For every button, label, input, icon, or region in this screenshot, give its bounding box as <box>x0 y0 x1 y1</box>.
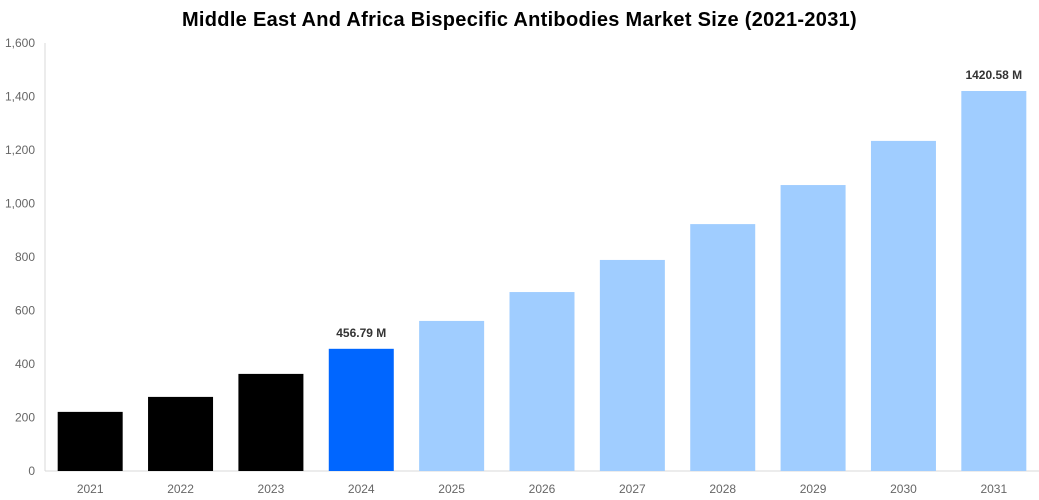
bar-2030 <box>870 140 936 471</box>
bar-2027 <box>599 259 665 471</box>
bar-2021 <box>57 411 123 471</box>
bar-2022 <box>148 396 214 471</box>
bar-2031 <box>961 90 1027 472</box>
x-tick-label: 2031 <box>980 482 1007 496</box>
y-tick-label: 800 <box>15 250 35 264</box>
y-tick-label: 1,600 <box>5 36 35 50</box>
x-tick-label: 2027 <box>619 482 646 496</box>
bar-2029 <box>780 185 846 472</box>
y-tick-label: 0 <box>28 464 35 478</box>
bar-2023 <box>238 373 304 471</box>
x-tick-label: 2029 <box>800 482 827 496</box>
x-tick-label: 2028 <box>709 482 736 496</box>
x-tick-label: 2021 <box>77 482 104 496</box>
bar-2024 <box>328 348 394 471</box>
chart-title: Middle East And Africa Bispecific Antibo… <box>181 9 858 31</box>
y-tick-label: 1,000 <box>5 197 35 211</box>
data-label: 456.79 M <box>336 326 386 340</box>
y-tick-label: 200 <box>15 411 35 425</box>
bar-2025 <box>419 320 485 471</box>
bar-2028 <box>690 224 756 471</box>
bar-2026 <box>509 292 575 471</box>
x-tick-label: 2023 <box>258 482 285 496</box>
data-label: 1420.58 M <box>965 68 1022 82</box>
x-tick-label: 2022 <box>167 482 194 496</box>
y-tick-label: 1,200 <box>5 143 35 157</box>
x-tick-label: 2025 <box>438 482 465 496</box>
x-tick-label: 2030 <box>890 482 917 496</box>
y-tick-label: 1,400 <box>5 90 35 104</box>
y-tick-label: 400 <box>15 357 35 371</box>
x-tick-label: 2026 <box>529 482 556 496</box>
y-tick-label: 600 <box>15 304 35 318</box>
x-tick-label: 2024 <box>348 482 375 496</box>
